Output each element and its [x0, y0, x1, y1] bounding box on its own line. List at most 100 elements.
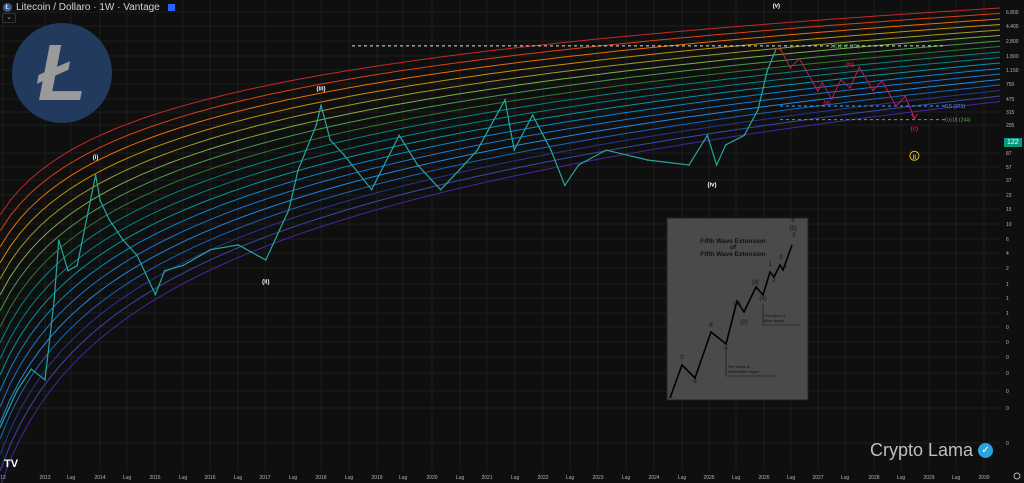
inset-wave-label: 3 [779, 255, 783, 261]
y-tick-label: 0 [1006, 340, 1009, 346]
chevron-down-icon[interactable]: ⌄ [2, 13, 16, 23]
inset-wave-label: (1) [733, 301, 740, 307]
litecoin-logo-glyph: Ł [37, 28, 87, 117]
watermark: Crypto Lama ✓ [870, 440, 994, 461]
price-line-point [531, 114, 534, 116]
rainbow-band-line [0, 7, 1001, 216]
x-tick-label: 2016 [204, 475, 215, 481]
y-tick-label: 6 [1006, 237, 1009, 243]
wave-label: II [913, 155, 917, 161]
price-line-point [108, 219, 111, 221]
price-line-point [370, 188, 373, 191]
symbol-title[interactable]: Litecoin / Dollaro · 1W · Vantage [16, 2, 160, 13]
price-line-point [297, 169, 299, 172]
x-tick-label: Lug [399, 475, 408, 481]
price-line-point [76, 264, 78, 267]
rainbow-band-line [0, 35, 1001, 296]
price-line-point [30, 368, 32, 371]
price-line-point [320, 104, 322, 107]
x-tick-label: Lug [732, 475, 741, 481]
inset-note: intermediate degree [728, 370, 759, 374]
y-tick-label: 475 [1006, 97, 1015, 103]
rainbow-band-line [0, 68, 1001, 392]
y-tick-label: 37 [1006, 178, 1012, 184]
rainbow-band-line [0, 13, 1001, 232]
rainbow-band-line [0, 24, 1001, 264]
wave-label: (ii) [262, 279, 269, 285]
forecast-line-point [789, 67, 791, 69]
inset-title: of [730, 244, 737, 251]
x-tick-label: Lug [787, 475, 796, 481]
rainbow-band-line [0, 46, 1001, 328]
price-line-point [209, 248, 212, 251]
x-tick-label: Lug [289, 475, 298, 481]
settings-icon[interactable] [1013, 472, 1021, 480]
rainbow-band-line [0, 79, 1001, 424]
forecast-line-point [858, 66, 860, 68]
price-line-point [343, 154, 345, 156]
x-tick-label: 2024 [648, 475, 659, 481]
price-line-point [53, 299, 55, 301]
forecast-line-point [849, 87, 851, 89]
watermark-text: Crypto Lama [870, 440, 974, 460]
flag-icon[interactable] [167, 4, 175, 11]
x-tick-label: 2020 [426, 475, 437, 481]
x-tick-label: 2029 [923, 475, 934, 481]
rainbow-band-line [0, 73, 1001, 408]
y-tick-label: 0 [1006, 441, 1009, 447]
inset-title: Fifth Wave Extension [700, 251, 766, 258]
forecast-line-point [798, 57, 801, 60]
forecast-line-point [904, 95, 906, 98]
price-line-point [278, 229, 281, 231]
inset-note: Five waves of [728, 365, 749, 369]
price-line-point [564, 184, 566, 187]
price-line-point [44, 379, 46, 381]
wave-label: (v) [773, 4, 780, 10]
y-tick-label: 0 [1006, 325, 1009, 331]
forecast-line-point [895, 105, 897, 107]
tradingview-logo[interactable]: TV [4, 458, 19, 470]
rainbow-band-line [0, 29, 1001, 280]
price-line-point [416, 164, 419, 166]
rainbow-band-line [0, 95, 1001, 472]
wave-label: (b) [846, 62, 854, 68]
price-line-point [513, 149, 515, 151]
x-tick-label: 2015 [149, 475, 160, 481]
x-tick-label: 2025 [703, 475, 714, 481]
price-line-point [439, 188, 442, 191]
inset-note: Five waves of [764, 314, 785, 318]
litecoin-icon: Ł [3, 3, 12, 12]
y-tick-label: 1.800 [1006, 54, 1019, 60]
y-tick-label: 205 [1006, 123, 1015, 129]
y-tick-label: 57 [1006, 165, 1012, 171]
x-tick-label: Lug [234, 475, 243, 481]
inset-background [666, 217, 809, 401]
inset-wave-label: ③ [708, 322, 713, 329]
x-tick-label: Lug [345, 475, 354, 481]
price-line-point [577, 164, 580, 166]
price-line-point [766, 70, 768, 72]
y-tick-label: 1.150 [1006, 68, 1019, 74]
inset-wave-label: 4 [783, 264, 787, 270]
y-tick-label: 10 [1006, 222, 1012, 228]
inset-wave-label: (5) [789, 226, 796, 232]
price-line-point [757, 109, 759, 111]
wave-label-circle [909, 150, 920, 161]
y-tick-label: 0 [1006, 371, 1009, 377]
x-tick-label: 2017 [259, 475, 270, 481]
inset-wave-label: 2 [772, 278, 776, 284]
price-line-point [58, 239, 60, 241]
chart-header: Ł Litecoin / Dollaro · 1W · Vantage [3, 2, 175, 13]
price-line-point [154, 293, 157, 296]
inset-wave-label: (3) [751, 280, 758, 286]
price-line-point [182, 264, 184, 267]
inset-wave-label: ② [692, 378, 697, 385]
price-line-point [99, 199, 101, 202]
y-tick-label: 2 [1006, 266, 1009, 272]
forecast-line-point [817, 90, 819, 92]
x-tick-label: 2021 [481, 475, 492, 481]
price-line-point [163, 269, 166, 272]
x-tick-label: Lug [678, 475, 687, 481]
